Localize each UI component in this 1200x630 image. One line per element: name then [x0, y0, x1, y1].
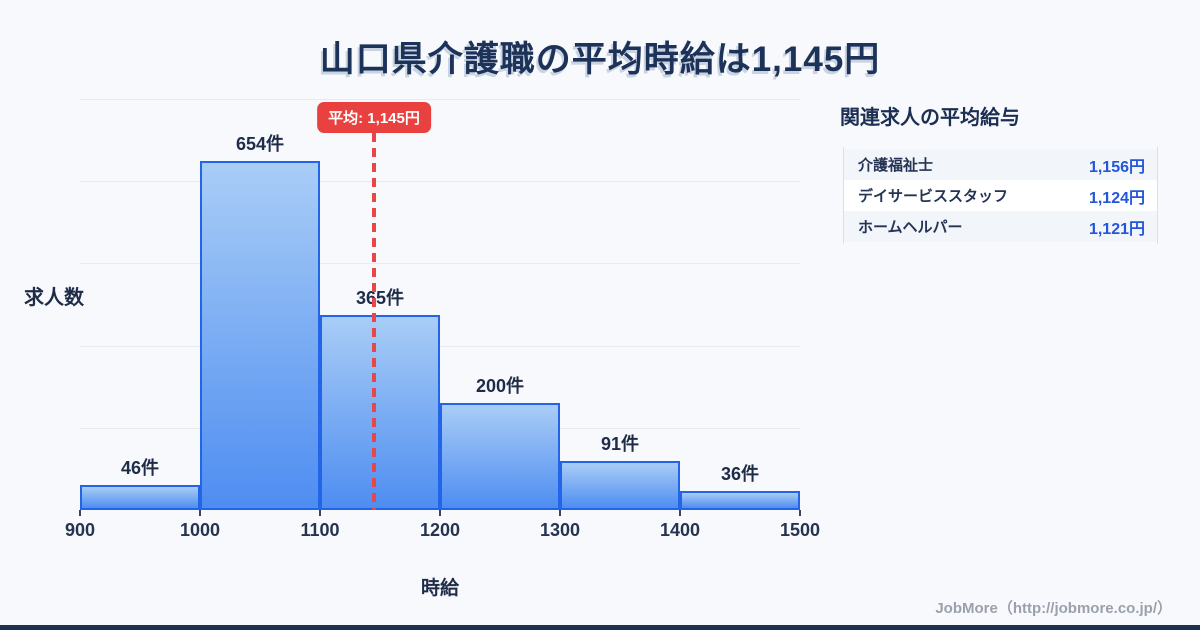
related-jobs-list: 介護福祉士 1,156円 デイサービススタッフ 1,124円 ホームヘルパー 1… — [843, 147, 1158, 244]
list-item: ホームヘルパー 1,121円 — [844, 211, 1157, 242]
bar-value-label: 200件 — [475, 376, 525, 396]
bar-value-label: 654件 — [235, 134, 285, 154]
gridline — [80, 345, 800, 347]
bar-value-label: 46件 — [120, 458, 160, 478]
job-label: ホームヘルパー — [858, 219, 963, 236]
job-label: デイサービススタッフ — [858, 188, 1009, 205]
histogram-bar — [80, 485, 200, 510]
histogram-bar — [560, 461, 680, 510]
list-item: 介護福祉士 1,156円 — [844, 149, 1157, 180]
x-axis-tick-label: 900 — [64, 520, 96, 540]
histogram-bar — [440, 403, 560, 510]
list-item: デイサービススタッフ 1,124円 — [844, 180, 1157, 211]
x-axis-tick — [319, 510, 321, 516]
x-axis-tick — [79, 510, 81, 516]
bottom-brand-bar — [0, 625, 1200, 630]
gridline — [80, 263, 800, 265]
y-axis-title: 求人数 — [24, 287, 84, 309]
histogram-bar — [680, 491, 800, 510]
gridline — [80, 99, 800, 100]
x-axis-title: 時給 — [420, 578, 459, 599]
job-label: 介護福祉士 — [858, 157, 934, 174]
bar-value-label: 91件 — [600, 434, 640, 454]
x-axis-tick — [559, 510, 561, 516]
histogram-chart: 46件 654件 365件 200件 91件 36件 900 1000 1100 1200 1300… — [65, 99, 820, 540]
job-wage-value: 1,156円 — [1088, 158, 1145, 176]
x-axis-tick-label: 1100 — [300, 520, 340, 540]
page-title: 山口県介護職の平均時給は1,145円 — [319, 40, 881, 79]
x-axis-tick — [679, 510, 681, 516]
x-axis-tick — [799, 510, 801, 516]
histogram-bar — [200, 161, 320, 510]
mean-dashed-line — [372, 133, 376, 510]
job-wage-value: 1,121円 — [1088, 220, 1145, 238]
x-axis-tick-label: 1300 — [539, 520, 581, 540]
x-axis-tick — [439, 510, 441, 516]
x-axis-tick — [199, 510, 201, 516]
gridline — [80, 181, 800, 183]
bar-value-label: 36件 — [720, 464, 760, 484]
x-axis-tick-label: 1500 — [779, 520, 821, 540]
related-jobs-heading: 関連求人の平均給与 — [840, 107, 1020, 129]
histogram-bar — [320, 315, 440, 510]
mean-value-badge: 平均: 1,145円 — [317, 102, 431, 133]
x-axis-tick-label: 1000 — [179, 520, 221, 540]
x-axis-tick-label: 1400 — [659, 520, 701, 540]
job-wage-value: 1,124円 — [1088, 189, 1145, 207]
footer-credit: JobMore（http://jobmore.co.jp/） — [935, 600, 1172, 617]
bar-value-label: 365件 — [355, 288, 405, 308]
x-axis-tick-label: 1200 — [419, 520, 461, 540]
